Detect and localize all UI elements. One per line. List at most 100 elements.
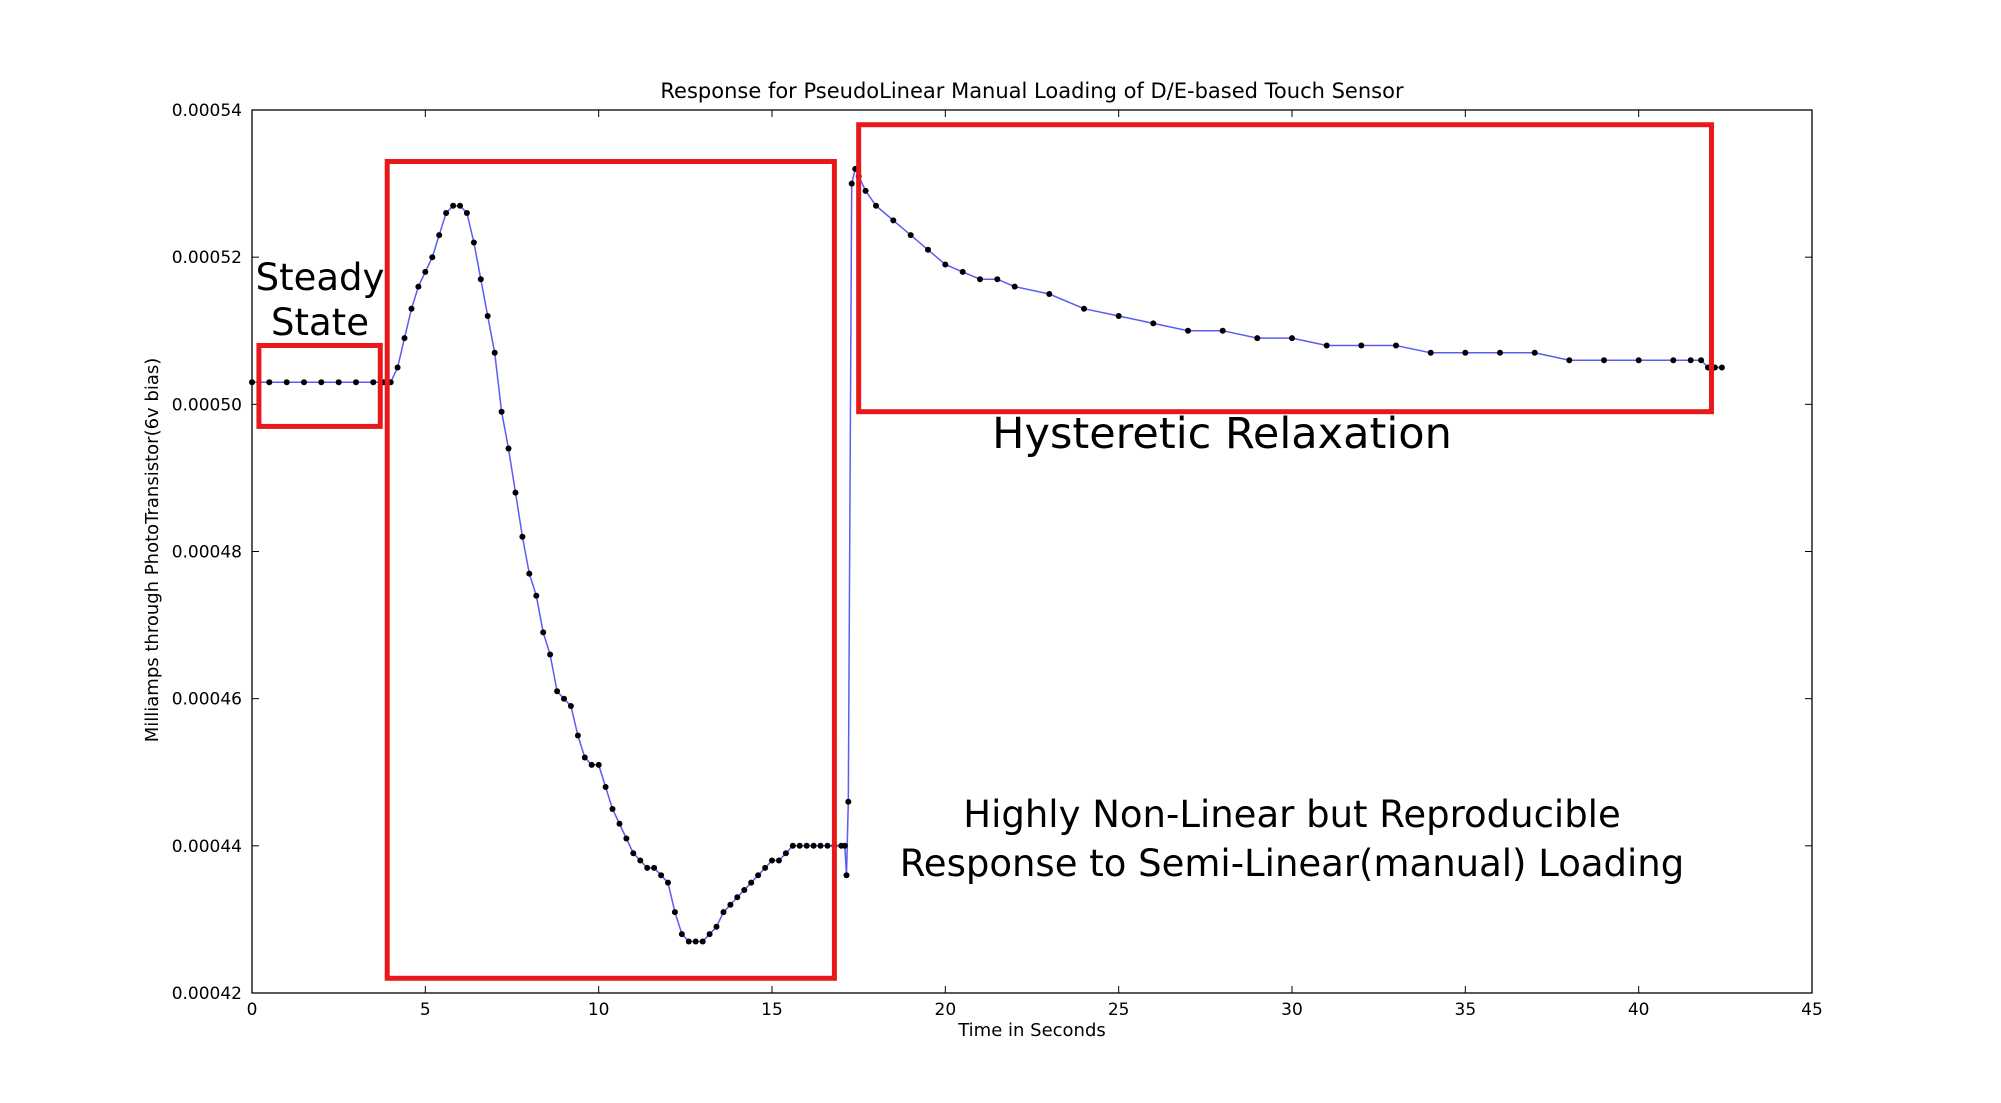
data-point — [977, 276, 983, 283]
data-point — [588, 761, 595, 768]
data-point — [1462, 349, 1469, 356]
data-point — [796, 842, 803, 849]
data-point — [845, 798, 852, 805]
data-point — [637, 857, 644, 864]
data-point — [873, 202, 879, 209]
data-point — [429, 254, 436, 261]
data-point — [699, 938, 706, 945]
data-point — [353, 379, 359, 386]
data-point — [727, 901, 734, 908]
data-point — [1185, 327, 1191, 334]
data-point — [1046, 291, 1053, 297]
x-tick-label: 35 — [1455, 1000, 1477, 1020]
data-point — [415, 283, 422, 290]
data-point — [498, 408, 505, 415]
data-point — [817, 842, 824, 849]
x-tick-label: 15 — [761, 1000, 783, 1020]
data-point — [789, 842, 796, 849]
data-point — [769, 857, 775, 864]
data-point — [665, 879, 671, 886]
data-point — [762, 864, 769, 871]
data-point — [810, 842, 817, 849]
data-point — [370, 379, 377, 386]
data-point — [540, 629, 547, 636]
data-point — [862, 187, 869, 194]
data-point — [1497, 349, 1503, 356]
data-point — [318, 379, 325, 386]
data-point — [848, 180, 855, 187]
y-tick-label: 0.00048 — [172, 543, 242, 563]
plot-area: 0 5 10 15 20 25 30 35 40 45 0.00042 0.00044 0.00046 0… — [172, 101, 1823, 1020]
y-axis-label: Milliamps through PhotoTransistor(6v bia… — [142, 358, 163, 743]
data-point — [283, 379, 290, 386]
data-point — [720, 909, 727, 916]
data-point — [1219, 327, 1226, 334]
data-point — [775, 857, 782, 864]
data-point — [841, 842, 848, 849]
data-point — [450, 202, 457, 209]
data-point — [1011, 283, 1018, 290]
data-point — [477, 276, 484, 283]
chart-title: Response for PseudoLinear Manual Loading… — [660, 79, 1404, 103]
data-point — [491, 349, 498, 356]
data-point — [554, 688, 561, 695]
x-tick-label: 40 — [1628, 1000, 1650, 1020]
annotation-text: Hysteretic Relaxation — [992, 409, 1452, 459]
x-tick-label: 20 — [935, 1000, 957, 1020]
data-point — [644, 864, 651, 871]
data-point — [457, 202, 463, 209]
data-point — [512, 489, 519, 496]
data-point — [1635, 357, 1642, 364]
data-point — [925, 246, 931, 253]
data-point — [249, 379, 255, 386]
data-point — [890, 217, 897, 224]
data-point — [526, 570, 533, 577]
highlight-box — [256, 342, 383, 429]
data-point — [782, 850, 789, 857]
data-point — [671, 909, 678, 916]
data-point — [470, 239, 477, 246]
data-point — [602, 784, 609, 790]
data-point — [748, 879, 755, 886]
x-tick-label: 45 — [1801, 1000, 1823, 1020]
data-point — [692, 938, 699, 945]
data-point — [581, 754, 588, 761]
data-point — [567, 703, 574, 709]
x-tick-label: 10 — [588, 1000, 610, 1020]
data-point — [907, 232, 914, 239]
data-point — [616, 820, 623, 827]
data-point — [394, 364, 401, 371]
data-point — [1687, 357, 1694, 364]
data-point — [1698, 357, 1705, 364]
data-point — [942, 261, 949, 268]
data-point — [734, 894, 741, 901]
data-point — [505, 445, 512, 452]
y-tick-label: 0.00054 — [172, 101, 242, 121]
data-point — [401, 335, 408, 342]
x-tick-label: 25 — [1108, 1000, 1130, 1020]
data-point — [843, 872, 850, 879]
data-point — [533, 592, 540, 599]
data-point — [463, 210, 470, 216]
data-point — [484, 313, 491, 319]
data-point — [994, 276, 1001, 283]
highlight-box — [856, 122, 1714, 415]
data-point — [561, 695, 567, 702]
data-point — [1358, 342, 1365, 349]
data-point — [959, 268, 966, 275]
data-point — [755, 872, 762, 879]
y-tick-label: 0.00052 — [172, 248, 242, 268]
data-point — [574, 732, 581, 739]
data-point — [1718, 364, 1725, 371]
data-point — [1393, 342, 1399, 349]
data-point — [595, 761, 602, 768]
data-point — [1601, 357, 1607, 364]
annotation-text: Steady — [256, 256, 385, 299]
annotation-text: Highly Non-Linear but Reproducible — [963, 793, 1620, 836]
data-point — [1254, 335, 1261, 342]
x-tick-label: 5 — [420, 1000, 431, 1020]
x-tick-label: 30 — [1281, 1000, 1303, 1020]
y-tick-label: 0.00050 — [172, 395, 242, 415]
